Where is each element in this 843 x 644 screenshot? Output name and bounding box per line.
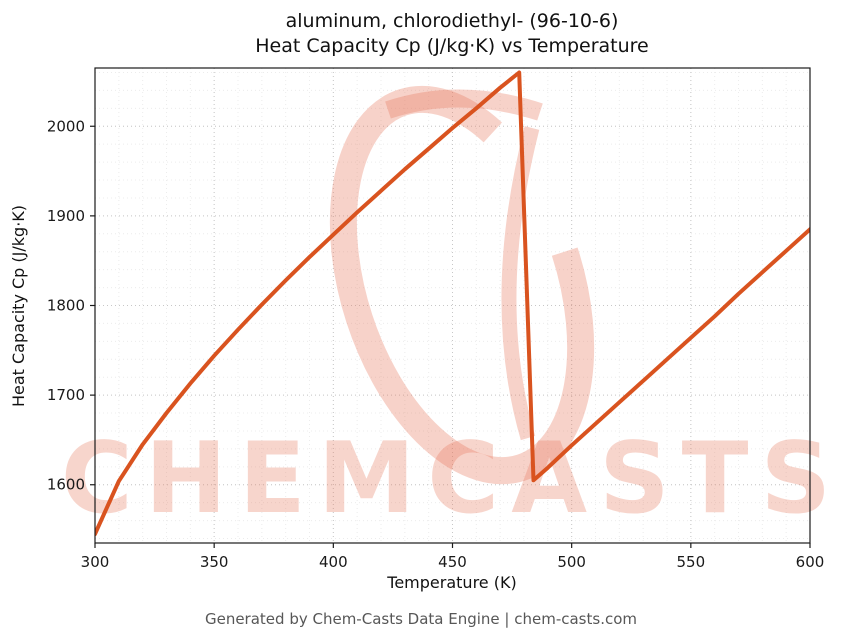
y-tick-label: 2000: [47, 117, 85, 135]
x-tick-label: 300: [81, 553, 110, 571]
x-tick-label: 450: [438, 553, 467, 571]
x-tick-label: 350: [200, 553, 229, 571]
y-tick-label: 1700: [47, 386, 85, 404]
footer-text: Generated by Chem-Casts Data Engine | ch…: [205, 610, 637, 628]
y-tick-label: 1900: [47, 207, 85, 225]
x-tick-label: 400: [319, 553, 348, 571]
x-tick-label: 600: [796, 553, 825, 571]
watermark-text: CHEMCASTS: [61, 422, 843, 536]
y-axis-label: Heat Capacity Cp (J/kg·K): [9, 205, 28, 407]
series-line: [95, 70, 810, 536]
watermark-logo-ring: [329, 85, 595, 485]
chart-title-line2: Heat Capacity Cp (J/kg·K) vs Temperature: [255, 35, 649, 57]
chart-title-line1: aluminum, chlorodiethyl- (96-10-6): [286, 10, 619, 32]
watermark: CHEMCASTS: [61, 85, 843, 536]
x-tick-label: 550: [677, 553, 706, 571]
x-axis-label: Temperature (K): [386, 573, 516, 592]
x-tick-label: 500: [557, 553, 586, 571]
y-tick-label: 1600: [47, 476, 85, 494]
y-tick-label: 1800: [47, 297, 85, 315]
data-series: [95, 70, 810, 536]
axis-ticks: 300 350 400 450 500 550 600 1600 1700 1800 1900 200…: [47, 117, 825, 571]
